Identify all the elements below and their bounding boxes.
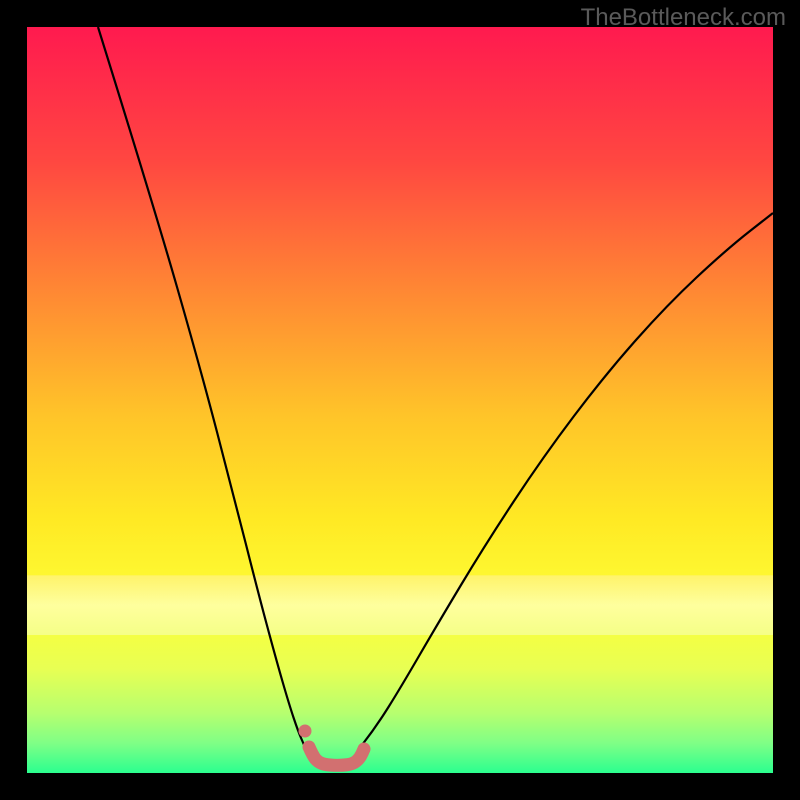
pale-band (27, 575, 773, 635)
bottom-accent-dot (299, 725, 312, 738)
gradient-background (27, 27, 773, 773)
bottleneck-chart (0, 0, 800, 800)
chart-frame: TheBottleneck.com (0, 0, 800, 800)
